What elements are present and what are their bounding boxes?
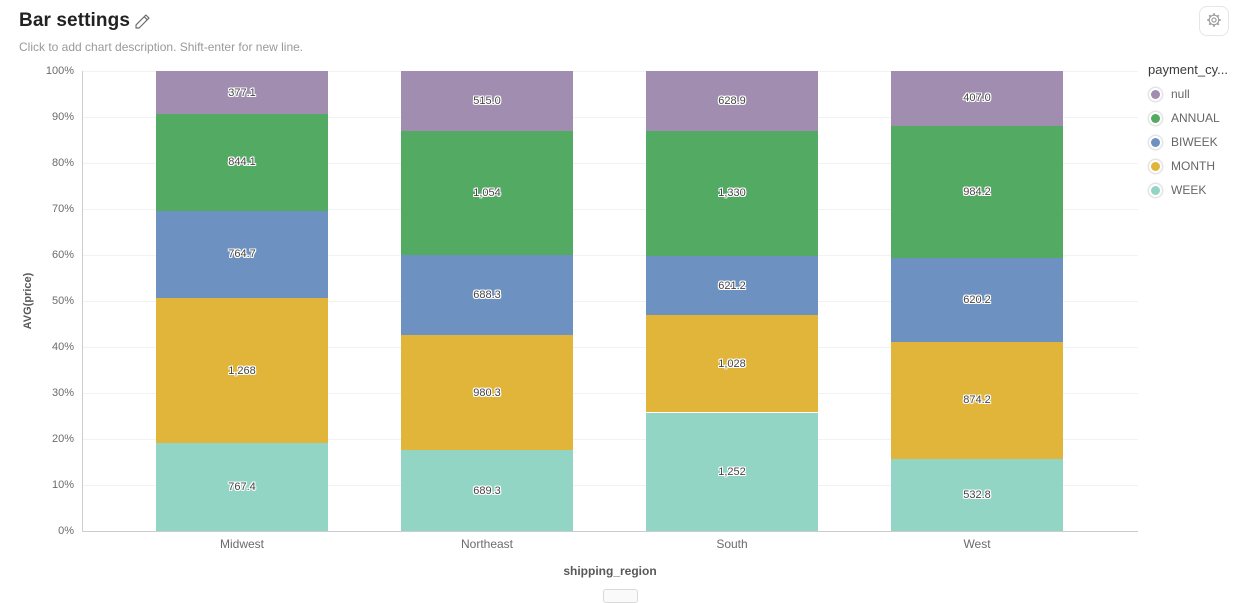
bar-segment-value: 377.1: [228, 86, 256, 99]
x-axis-tick-label: Northeast: [460, 537, 514, 551]
bar-segment-MONTH[interactable]: 980.3: [401, 335, 573, 451]
y-gridline: [82, 71, 1138, 72]
legend: payment_cy... null ANNUAL BIWEEK MONTH WEEK: [1148, 62, 1238, 207]
y-axis-tick-label: 10%: [51, 479, 74, 491]
legend-item-MONTH[interactable]: MONTH: [1148, 159, 1238, 173]
chart-description-placeholder[interactable]: Click to add chart description. Shift-en…: [19, 40, 304, 54]
bar-segment-WEEK[interactable]: 532.8: [891, 459, 1063, 531]
bar-segment-value: 532.8: [963, 489, 991, 502]
bar-segment-value: 407.0: [963, 92, 991, 105]
settings-button[interactable]: [1199, 6, 1229, 36]
bar-segment-BIWEEK[interactable]: 688.3: [401, 254, 573, 336]
legend-title: payment_cy...: [1148, 62, 1228, 77]
y-axis-tick-label: 100%: [45, 65, 74, 77]
y-axis-tick-label: 70%: [51, 203, 74, 215]
legend-item-label: WEEK: [1171, 183, 1207, 197]
legend-item-null[interactable]: null: [1148, 87, 1238, 101]
legend-item-BIWEEK[interactable]: BIWEEK: [1148, 135, 1238, 149]
bar-segment-MONTH[interactable]: 1,268: [156, 298, 328, 444]
y-gridline: [82, 209, 1138, 210]
bar-segment-null[interactable]: 515.0: [401, 71, 573, 132]
y-gridline: [82, 301, 1138, 302]
x-axis-tick-label: Midwest: [219, 537, 264, 551]
legend-item-ANNUAL[interactable]: ANNUAL: [1148, 111, 1238, 125]
bar-segment-BIWEEK[interactable]: 764.7: [156, 210, 328, 299]
legend-item-label: MONTH: [1171, 159, 1215, 173]
chart-title[interactable]: Bar settings: [19, 10, 131, 31]
bar-segment-ANNUAL[interactable]: 984.2: [891, 125, 1063, 259]
bar-segment-value: 874.2: [963, 394, 991, 407]
bar-segment-value: 980.3: [473, 386, 501, 399]
resize-handle[interactable]: [603, 589, 638, 603]
x-axis-line: [82, 531, 1138, 532]
y-axis-tick-label: 0%: [58, 525, 74, 537]
bar-segment-ANNUAL[interactable]: 844.1: [156, 114, 328, 211]
bar-segment-MONTH[interactable]: 1,028: [646, 315, 818, 413]
bar-segment-value: 620.2: [963, 293, 991, 306]
y-gridline: [82, 393, 1138, 394]
y-gridline: [82, 255, 1138, 256]
bar-segment-value: 621.2: [718, 279, 746, 292]
bar-segment-value: 1,054: [473, 187, 501, 200]
bar-segment-value: 844.1: [228, 156, 256, 169]
bar-segment-null[interactable]: 407.0: [891, 71, 1063, 126]
y-axis-tick-label: 80%: [51, 157, 74, 169]
legend-swatch-icon: [1151, 113, 1160, 123]
x-axis-tick-label: South: [716, 537, 748, 551]
bar-segment-value: 688.3: [473, 289, 501, 302]
legend-swatch-icon: [1151, 161, 1160, 171]
bar-segment-null[interactable]: 628.9: [646, 71, 818, 131]
bar-segment-value: 1,252: [718, 465, 746, 478]
bar-segment-value: 689.3: [473, 484, 501, 497]
x-axis-title: shipping_region: [563, 564, 657, 578]
y-gridline: [82, 347, 1138, 348]
bar-segment-BIWEEK[interactable]: 620.2: [891, 258, 1063, 342]
y-gridline: [82, 117, 1138, 118]
y-axis-tick-label: 50%: [51, 295, 74, 307]
bar-segment-null[interactable]: 377.1: [156, 71, 328, 115]
bar-segment-value: 764.7: [228, 248, 256, 261]
legend-item-label: BIWEEK: [1171, 135, 1218, 149]
bar-segment-value: 984.2: [963, 185, 991, 198]
y-gridline: [82, 163, 1138, 164]
bar-segment-value: 1,028: [718, 357, 746, 370]
legend-item-WEEK[interactable]: WEEK: [1148, 183, 1238, 197]
bar-segment-value: 628.9: [718, 94, 746, 107]
bar-segment-value: 1,330: [718, 187, 746, 200]
legend-swatch-icon: [1151, 185, 1160, 195]
legend-item-label: null: [1171, 87, 1190, 101]
gear-icon: [1206, 12, 1222, 31]
y-axis-tick-label: 60%: [51, 249, 74, 261]
bar-segment-value: 515.0: [473, 95, 501, 108]
bar-segment-value: 1,268: [228, 364, 256, 377]
bar-segment-value: 767.4: [228, 481, 256, 494]
bar-segment-BIWEEK[interactable]: 621.2: [646, 256, 818, 316]
y-axis-tick-label: 30%: [51, 387, 74, 399]
y-axis-tick-label: 40%: [51, 341, 74, 353]
legend-item-label: ANNUAL: [1171, 111, 1220, 125]
y-gridline: [82, 439, 1138, 440]
bar-segment-ANNUAL[interactable]: 1,330: [646, 130, 818, 257]
y-axis-tick-label: 90%: [51, 111, 74, 123]
bar-segment-WEEK[interactable]: 767.4: [156, 443, 328, 531]
x-axis-tick-label: West: [963, 537, 991, 551]
bar-segment-ANNUAL[interactable]: 1,054: [401, 131, 573, 255]
edit-title-button[interactable]: [132, 13, 152, 33]
legend-swatch-icon: [1151, 89, 1160, 99]
bar-segment-WEEK[interactable]: 689.3: [401, 450, 573, 531]
y-axis-line: [82, 71, 83, 531]
y-gridline: [82, 485, 1138, 486]
bar-segment-WEEK[interactable]: 1,252: [646, 412, 818, 531]
y-axis-tick-label: 20%: [51, 433, 74, 445]
bar-segment-MONTH[interactable]: 874.2: [891, 341, 1063, 460]
legend-swatch-icon: [1151, 137, 1160, 147]
pencil-icon: [134, 14, 151, 33]
